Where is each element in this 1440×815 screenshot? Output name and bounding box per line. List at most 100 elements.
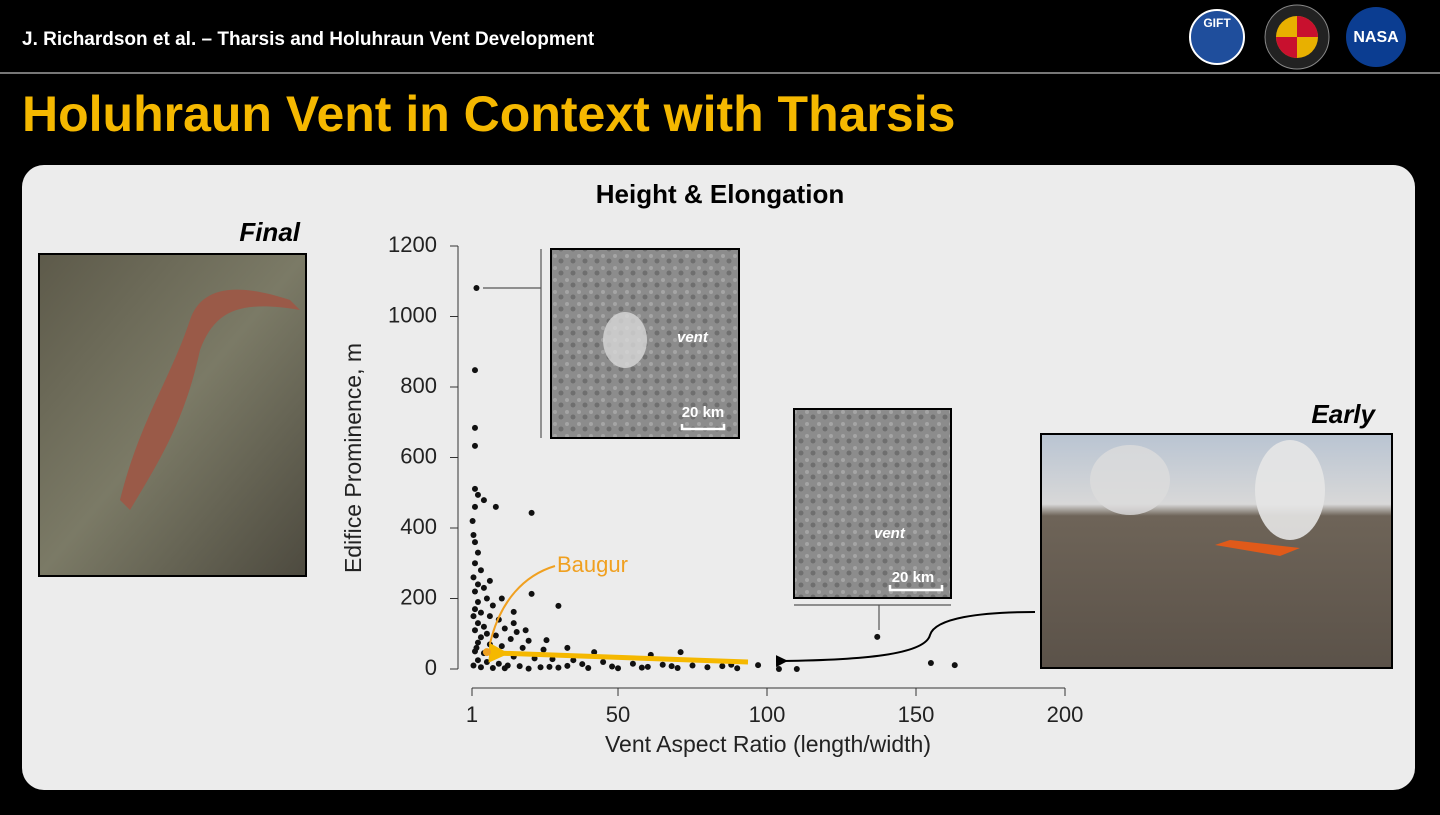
data-point (668, 663, 675, 670)
data-point (507, 636, 514, 643)
data-point (470, 574, 477, 581)
data-point (540, 646, 547, 653)
y-tick-label: 800 (400, 373, 437, 398)
inset-image-cone (603, 312, 647, 368)
header-text: J. Richardson et al. – Tharsis and Holuh… (22, 29, 595, 50)
data-point (564, 662, 571, 669)
data-point (471, 588, 478, 595)
data-point (793, 666, 800, 672)
y-tick-label: 1200 (388, 232, 437, 257)
data-point (474, 639, 481, 646)
logo-text: GIFT (1203, 16, 1231, 30)
data-point (564, 644, 571, 651)
data-point (471, 627, 478, 634)
data-point (486, 577, 493, 584)
data-point (471, 503, 478, 510)
y-axis-label: Edifice Prominence, m (340, 343, 366, 573)
early-label: Early (1311, 399, 1376, 429)
data-point (477, 664, 484, 671)
data-point (470, 662, 477, 669)
data-point (555, 602, 562, 609)
early-image-lava (1215, 540, 1300, 556)
data-point (483, 630, 490, 637)
plot: Height & Elongation Vent Aspect Ratio (l… (340, 179, 1083, 757)
data-point (644, 663, 651, 670)
data-point (477, 609, 484, 616)
data-point (734, 665, 741, 672)
data-point (471, 485, 478, 492)
data-point (677, 649, 684, 656)
data-point (510, 608, 517, 615)
data-point (471, 606, 478, 613)
inset-image (793, 408, 952, 599)
data-point (492, 632, 499, 639)
data-point (528, 509, 535, 516)
data-point (471, 539, 478, 546)
y-tick-label: 200 (400, 584, 437, 609)
data-point (543, 637, 550, 644)
data-point (474, 620, 481, 627)
y-tick-label: 600 (400, 443, 437, 468)
data-point (638, 664, 645, 671)
x-tick-label: 50 (606, 702, 630, 727)
data-point (537, 664, 544, 671)
data-point (689, 662, 696, 669)
logo-text: NASA (1353, 29, 1399, 46)
data-point (525, 665, 532, 672)
slide-title: Holuhraun Vent in Context with Tharsis (22, 86, 955, 142)
data-point (474, 549, 481, 556)
data-point (674, 664, 681, 671)
data-point (600, 658, 607, 665)
highlight-point (482, 648, 491, 657)
final-image-flow (120, 289, 300, 510)
x-tick-label: 200 (1047, 702, 1084, 727)
data-point (498, 643, 505, 650)
data-point (522, 627, 529, 634)
data-point (585, 664, 592, 671)
early-image-plume (1090, 445, 1170, 515)
data-point (755, 662, 762, 669)
y-tick-label: 1000 (388, 302, 437, 327)
data-point (473, 284, 480, 291)
data-point (549, 656, 556, 663)
data-point (609, 663, 616, 670)
data-point (480, 497, 487, 504)
data-point (483, 658, 490, 665)
data-point (704, 664, 711, 671)
data-point (528, 590, 535, 597)
data-point (469, 517, 476, 524)
y-tick-label: 0 (425, 655, 437, 680)
data-point (570, 657, 577, 664)
chart-title: Height & Elongation (596, 179, 844, 209)
data-point (927, 660, 934, 667)
data-point (470, 532, 477, 539)
y-tick-label: 400 (400, 514, 437, 539)
data-point (474, 491, 481, 498)
data-point (470, 613, 477, 620)
data-point (525, 637, 532, 644)
inset-vent-label: vent (677, 329, 709, 346)
data-point (480, 584, 487, 591)
highlight-arrow (488, 642, 749, 665)
data-point (489, 602, 496, 609)
data-point (477, 634, 484, 641)
data-point (501, 625, 508, 632)
data-point (474, 599, 481, 606)
data-point (531, 655, 538, 662)
data-point (719, 663, 726, 670)
logo (1346, 7, 1406, 67)
data-point (474, 657, 481, 664)
x-tick-label: 100 (749, 702, 786, 727)
data-point (486, 613, 493, 620)
inset-connector (483, 249, 542, 438)
data-point (659, 661, 666, 668)
data-point (501, 665, 508, 672)
logo (1276, 16, 1318, 58)
highlight-label: Baugur (557, 552, 628, 577)
data-point (471, 442, 478, 449)
data-point (591, 649, 598, 656)
final-label: Final (239, 217, 300, 247)
x-tick-label: 150 (898, 702, 935, 727)
